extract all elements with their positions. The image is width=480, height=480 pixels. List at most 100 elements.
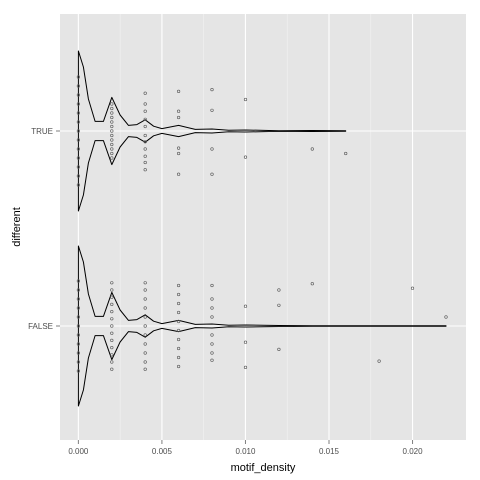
data-point [76,369,80,373]
data-point [177,301,181,306]
violin-true [77,50,347,212]
data-point [310,147,314,151]
data-point [177,292,181,297]
data-point [210,342,214,346]
data-point [143,124,147,129]
data-point [110,324,114,328]
data-point [243,340,248,344]
data-point [143,154,147,158]
x-axis-title: motif_density [231,462,296,474]
data-point [143,333,147,337]
data-point [143,306,147,310]
data-point [76,102,80,106]
data-point [243,304,248,308]
data-point [110,151,114,156]
data-point [210,147,214,151]
data-point [210,297,214,301]
data-point [210,108,214,112]
x-tick-label: 0.010 [235,447,256,456]
data-point [110,129,114,133]
data-point [76,333,80,337]
y-tick-label: FALSE [28,322,53,331]
data-point [177,146,181,150]
data-point [177,109,181,113]
data-point [110,353,114,357]
data-point [143,360,147,364]
data-point [143,133,147,138]
data-point [110,310,114,314]
x-axis-ticks: 0.000 0.005 0.010 0.015 0.020 [68,440,423,456]
data-point [143,109,147,113]
data-point [110,295,114,299]
data-point [76,156,80,160]
data-point [110,156,114,160]
data-point [110,142,114,147]
data-point [110,302,114,307]
data-point [143,147,147,151]
data-point [143,297,147,301]
data-point [76,279,80,283]
data-point [243,365,248,370]
data-point [76,120,80,124]
x-tick-label: 0.005 [152,447,173,456]
data-point [76,360,80,364]
data-point [76,129,80,133]
data-point [210,358,214,362]
data-point [143,91,147,95]
data-point [243,97,248,102]
data-point [110,346,114,350]
data-point [410,286,415,290]
data-point [277,347,281,352]
data-point [177,283,181,288]
data-point [76,174,80,178]
data-point [110,106,114,111]
data-point [143,324,147,328]
x-tick-label: 0.000 [68,447,89,456]
data-point [110,124,114,129]
data-point [110,133,114,138]
data-point [177,355,181,360]
data-point [76,138,80,142]
data-point [143,288,147,292]
data-point [210,172,214,176]
data-point [143,117,147,121]
y-axis-title: different [11,207,23,247]
data-point [76,183,80,187]
data-point [177,89,181,93]
data-point [177,364,181,369]
data-points [76,75,448,373]
violins [77,50,447,407]
data-point [277,303,281,307]
data-point [110,367,114,371]
data-point [110,111,114,115]
data-point [277,288,281,292]
data-point [177,151,181,156]
data-point [76,288,80,292]
data-point [177,115,181,120]
data-point [143,140,147,144]
data-point [210,306,214,310]
data-point [143,281,147,285]
data-point [76,147,80,151]
data-point [76,324,80,328]
data-point [76,165,80,169]
data-point [444,315,448,319]
data-point [76,315,80,319]
data-point [210,333,214,337]
data-point [177,328,181,333]
data-point [110,138,114,142]
data-point [177,310,181,315]
data-point [110,115,114,120]
data-point [143,160,147,165]
data-point [210,283,214,288]
x-tick-label: 0.020 [403,447,424,456]
data-point [110,288,114,292]
data-point [143,168,147,172]
data-point [210,315,214,319]
data-point [76,75,80,79]
data-point [76,306,80,310]
data-point [177,172,181,176]
data-point [143,315,147,319]
data-point [143,342,147,346]
